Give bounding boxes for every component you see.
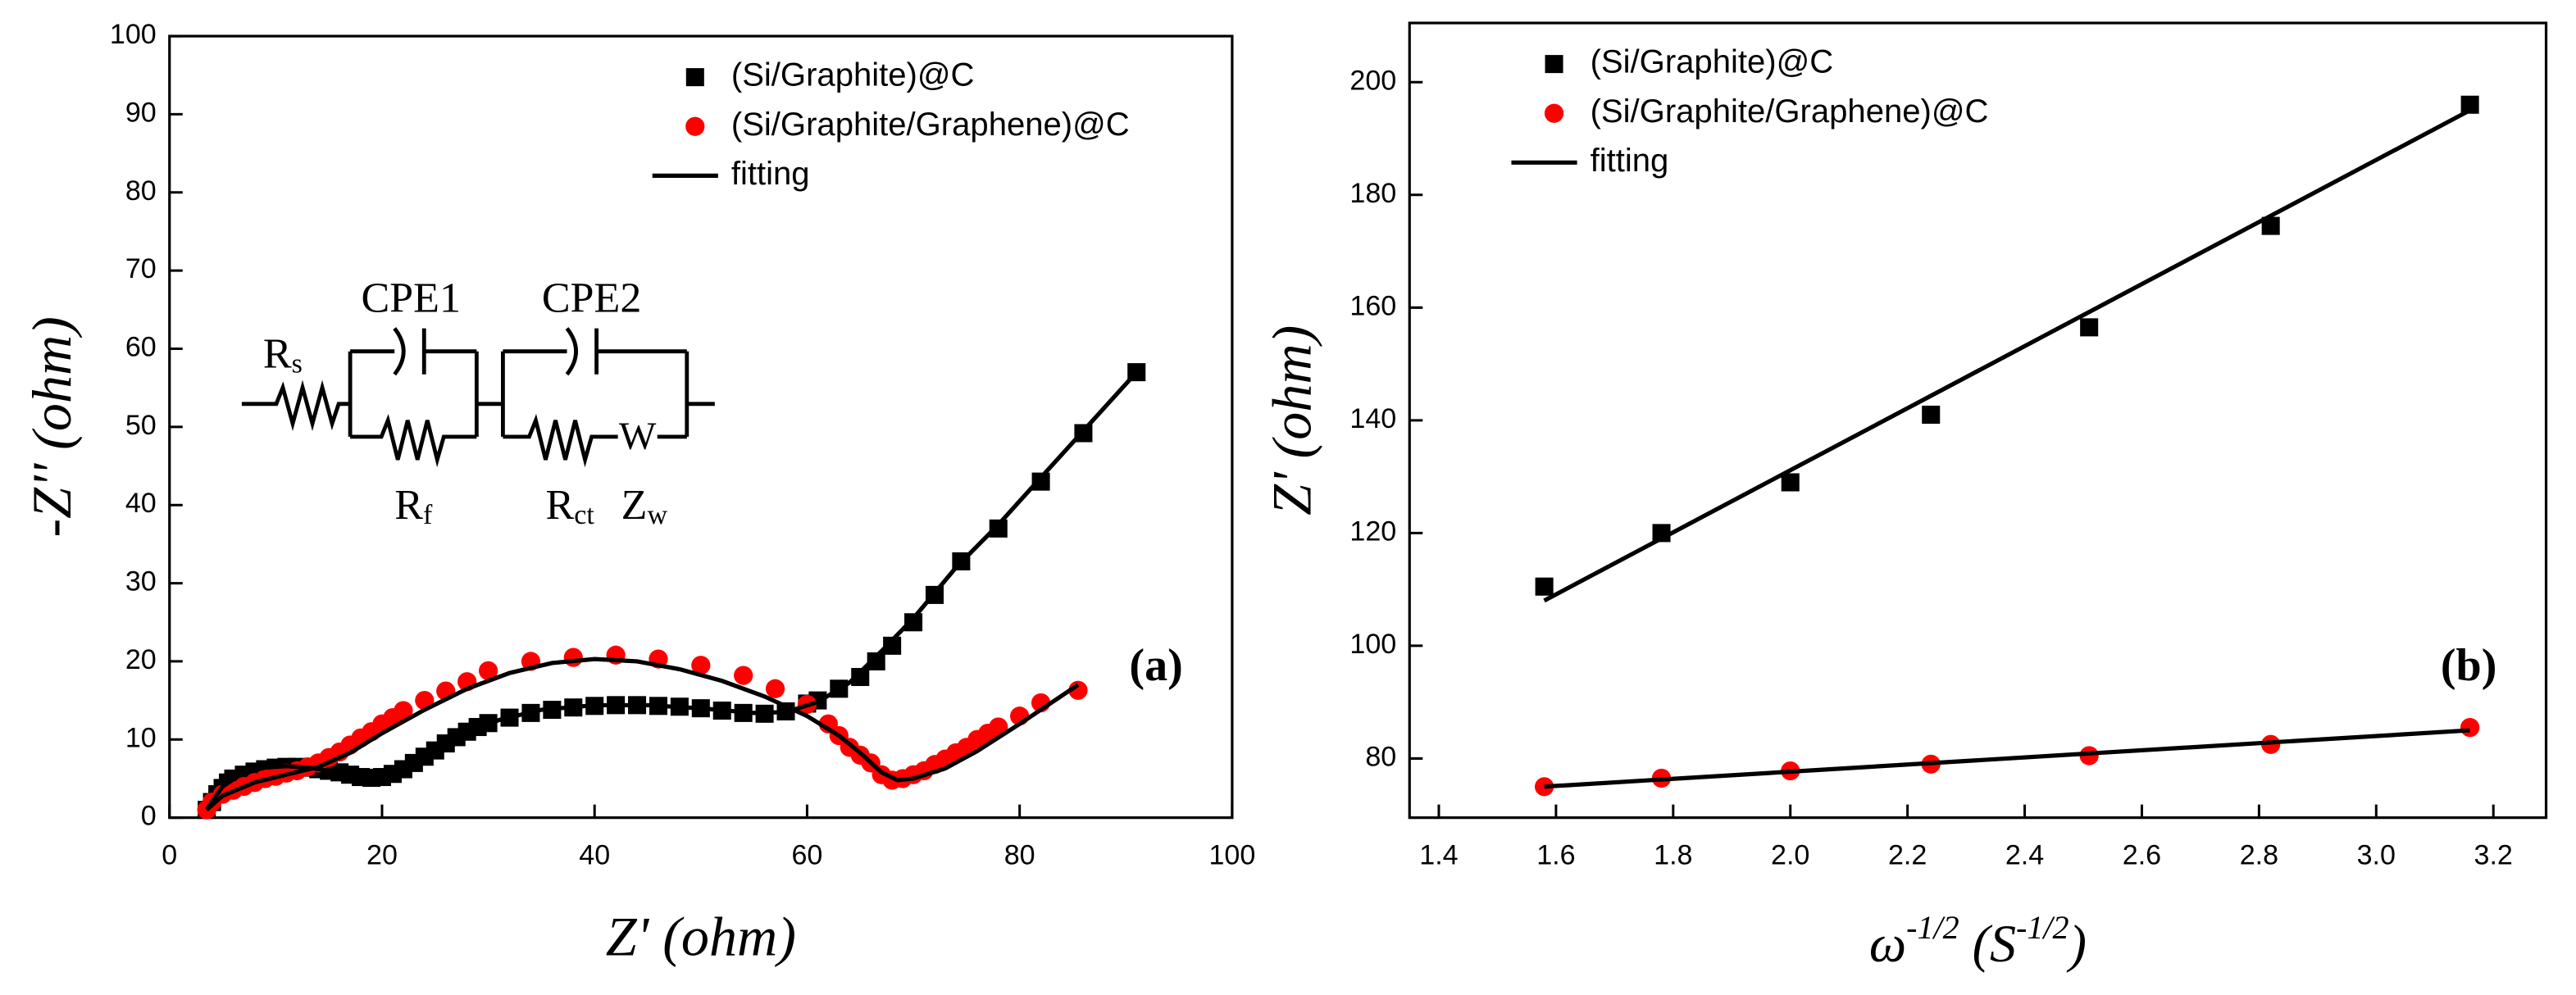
x-tick-label: 80: [1004, 840, 1035, 871]
data-point: [765, 679, 785, 698]
component-label: Rs: [263, 331, 303, 379]
x-axis-label-part: -1/2: [2016, 909, 2069, 946]
data-point: [478, 661, 498, 680]
x-tick-label: 3.2: [2474, 840, 2513, 871]
x-tick-label: 40: [579, 840, 610, 871]
data-point: [2460, 95, 2479, 114]
y-tick-label: 90: [125, 97, 157, 128]
data-point: [851, 667, 870, 687]
legend-marker: [685, 116, 705, 136]
x-axis-label: ω-1/2 (S-1/2): [1869, 909, 2087, 973]
inset-label: CPE1: [361, 275, 461, 322]
data-point: [1031, 472, 1050, 491]
y-axis-label: Z' (ohm): [1261, 325, 1323, 516]
y-tick-label: 80: [1365, 741, 1396, 772]
equivalent-circuit: CPE1 CPE2 W Rs Rf Rct Zw: [241, 275, 715, 530]
data-point: [563, 647, 583, 667]
y-tick-label: 120: [1349, 516, 1396, 547]
data-point: [989, 717, 1008, 737]
data-point: [904, 613, 923, 632]
legend-label: (Si/Graphite)@C: [1591, 44, 1834, 80]
y-tick-label: 20: [125, 644, 157, 675]
y-tick-label: 0: [141, 801, 157, 832]
fit-line: [1543, 108, 2471, 789]
data-point: [989, 519, 1008, 538]
data-point: [2079, 746, 2099, 766]
x-tick-label: 2.6: [2123, 840, 2161, 871]
legend-label: (Si/Graphite)@C: [731, 57, 975, 93]
fit-line: [204, 370, 1139, 811]
x-tick-label: 20: [366, 840, 398, 871]
y-tick-label: 10: [125, 722, 157, 753]
plot-frame: [1408, 21, 2548, 820]
y-tick-label: 100: [110, 19, 157, 50]
panel-label: (b): [2441, 640, 2497, 691]
x-tick-label: 0: [162, 840, 177, 871]
y-tick-label: 80: [125, 175, 157, 207]
component-label: Rct: [546, 482, 595, 530]
x-axis-label-part: ω: [1869, 915, 1906, 973]
legend-label: (Si/Graphite/Graphene)@C: [1591, 93, 1989, 129]
legend-marker: [1545, 55, 1563, 74]
y-tick-label: 60: [125, 332, 157, 363]
data-point: [2460, 717, 2480, 738]
data-point: [867, 652, 885, 670]
y-tick-label: 70: [125, 253, 157, 284]
y-axis-label: -Z'' (ohm): [20, 316, 83, 537]
y-tick-label: 180: [1349, 178, 1396, 209]
data-point: [883, 636, 902, 655]
y-tick-label: 30: [125, 566, 157, 597]
x-tick-label: 1.4: [1419, 840, 1458, 871]
x-tick-label: 2.2: [1888, 840, 1927, 871]
x-tick-label: 3.0: [2357, 840, 2396, 871]
y-tick-label: 200: [1349, 65, 1396, 96]
x-axis-label-part: -1/2: [1906, 909, 1959, 946]
x-tick-label: 2.8: [2240, 840, 2278, 871]
component-label: Zw: [621, 482, 668, 530]
data-point: [2261, 216, 2280, 235]
legend-marker: [685, 68, 704, 87]
y-tick-label: 50: [125, 410, 157, 441]
x-axis-label: Z' (ohm): [606, 906, 796, 968]
data-point: [2080, 318, 2099, 337]
y-tick-label: 40: [125, 488, 157, 519]
data-point: [394, 701, 413, 720]
x-axis-label-part: ): [2066, 915, 2087, 973]
legend-label: fitting: [731, 156, 810, 192]
x-tick-label: 1.6: [1536, 840, 1575, 871]
x-tick-label: 100: [1208, 840, 1255, 871]
x-tick-label: 2.4: [2005, 840, 2044, 871]
legend-label: (Si/Graphite/Graphene)@C: [731, 107, 1130, 143]
x-axis-label-part: (: [1959, 915, 1993, 973]
data-point: [1922, 405, 1941, 424]
legend-marker: [1544, 103, 1564, 123]
x-axis-label-part: S: [1990, 915, 2016, 973]
component-label: Rf: [394, 482, 433, 530]
y-tick-label: 140: [1349, 403, 1396, 434]
y-tick-label: 160: [1349, 290, 1396, 321]
x-tick-label: 2.0: [1771, 840, 1809, 871]
legend-label: fitting: [1591, 143, 1669, 179]
x-tick-label: 1.8: [1654, 840, 1692, 871]
inset-label: CPE2: [542, 275, 642, 322]
inset-label: W: [619, 415, 657, 458]
y-tick-label: 100: [1349, 629, 1396, 660]
data-point: [1781, 473, 1800, 492]
data-point: [1535, 577, 1554, 596]
data-point: [691, 656, 711, 675]
panel-label: (a): [1129, 640, 1182, 691]
data-point: [734, 666, 753, 685]
x-tick-label: 60: [791, 840, 822, 871]
